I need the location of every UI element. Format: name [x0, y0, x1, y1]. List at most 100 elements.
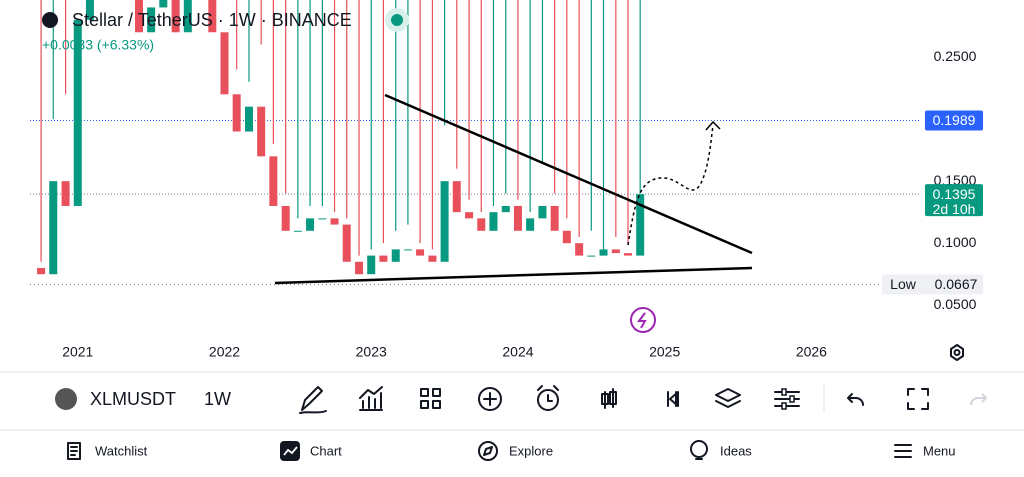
- low-box: [882, 274, 983, 295]
- candle-body: [159, 0, 168, 8]
- undo[interactable]: [847, 393, 864, 406]
- candle-body: [636, 194, 645, 256]
- last-price-label: 0.1395: [933, 186, 976, 202]
- add-plus: [483, 392, 497, 406]
- price-change: +0.0083 (+6.33%): [42, 37, 154, 53]
- toolbar-symbol[interactable]: XLMUSDT: [90, 389, 176, 409]
- add[interactable]: [478, 387, 502, 411]
- candle-body: [562, 230, 571, 244]
- candle-body: [440, 181, 449, 262]
- candle-body: [85, 0, 94, 20]
- candle-body: [134, 0, 143, 33]
- candle-body: [147, 7, 156, 33]
- alert-price-box: [925, 110, 983, 131]
- x-tick-label: 2026: [796, 344, 827, 360]
- candle-body: [391, 249, 400, 262]
- candle-body: [538, 205, 547, 219]
- candle-body: [342, 224, 351, 262]
- candle-body: [183, 0, 192, 33]
- candle-body: [73, 19, 82, 206]
- x-tick-label: 2025: [649, 344, 680, 360]
- indicators[interactable]: [359, 386, 383, 411]
- candle-body: [550, 205, 559, 231]
- y-tick-label: 0.0500: [934, 296, 977, 312]
- candle-body: [624, 253, 633, 256]
- last-price-box: [925, 184, 983, 217]
- nav-item[interactable]: Ideas: [720, 443, 752, 458]
- nav-item[interactable]: Explore: [509, 443, 553, 458]
- candle-body: [269, 156, 278, 206]
- x-tick-label: 2024: [502, 344, 533, 360]
- countdown-label: 2d 10h: [933, 201, 976, 217]
- ideas-icon: [690, 440, 708, 458]
- events-bolt: [637, 312, 647, 329]
- y-tick-label: 0.1000: [934, 234, 977, 250]
- chart-type[interactable]: [601, 388, 617, 409]
- candle-body: [318, 218, 327, 220]
- settings[interactable]: [774, 391, 800, 407]
- candle-body: [587, 255, 596, 257]
- x-tick-label: 2023: [356, 344, 387, 360]
- candle-body: [416, 249, 425, 256]
- candle-body: [306, 218, 315, 231]
- slider-knob: [789, 395, 795, 403]
- events-icon[interactable]: [630, 307, 656, 333]
- candle-body: [355, 261, 364, 275]
- candle-body: [501, 205, 510, 213]
- nav-item[interactable]: Watchlist: [95, 443, 148, 458]
- templates[interactable]: [420, 388, 441, 409]
- candle-body: [489, 212, 498, 231]
- explore-needle: [483, 446, 493, 456]
- nav-icons: [67, 440, 912, 461]
- alert[interactable]: [537, 389, 559, 411]
- x-tick-label: 2022: [209, 344, 240, 360]
- candle-body: [477, 218, 486, 231]
- plot-area: [30, 0, 920, 286]
- explore-icon: [478, 441, 498, 461]
- redo: [970, 393, 988, 406]
- candle-body: [330, 218, 339, 225]
- settings-icon[interactable]: [950, 344, 964, 361]
- toolbar-icons: [299, 385, 988, 414]
- trendline: [384, 93, 753, 255]
- candle-body: [37, 268, 46, 275]
- candle-body: [513, 205, 522, 231]
- layers[interactable]: [715, 388, 741, 408]
- chart-icon-line: [283, 446, 298, 456]
- candle-body: [465, 212, 474, 219]
- candle-body: [49, 181, 58, 275]
- y-tick-label: 0.2500: [934, 48, 977, 64]
- trendline: [274, 266, 753, 285]
- low-label: 0.0667: [935, 276, 978, 292]
- symbol-logo: [55, 388, 77, 410]
- candle-body: [257, 106, 266, 157]
- bottom-nav: Watchlist Chart Explore Ideas Menu: [95, 443, 956, 458]
- toolbar-interval[interactable]: 1W: [204, 389, 231, 409]
- candle-body: [452, 181, 461, 213]
- candle-body: [281, 205, 290, 231]
- slider-knob: [781, 388, 787, 396]
- candle-body: [293, 230, 302, 232]
- candle-body: [379, 255, 388, 262]
- candle-body: [61, 181, 70, 206]
- status-dot: [391, 14, 403, 26]
- candle-body: [599, 249, 608, 256]
- candle-body: [220, 32, 229, 95]
- alert-hands: [537, 385, 559, 402]
- y-tick-label: 0.1500: [934, 172, 977, 188]
- drawings: [274, 93, 753, 285]
- x-tick-label: 2021: [62, 344, 93, 360]
- draw-tool[interactable]: [299, 386, 327, 414]
- logo: [42, 12, 58, 28]
- nav-item[interactable]: Chart: [310, 443, 342, 458]
- fullscreen[interactable]: [907, 388, 929, 410]
- nav-item[interactable]: Menu: [923, 443, 956, 458]
- candle-body: [367, 255, 376, 275]
- candle-body: [171, 0, 180, 33]
- candle-body: [245, 106, 254, 132]
- watchlist-icon: [67, 442, 81, 460]
- replay[interactable]: [667, 391, 679, 407]
- candle-body: [232, 94, 241, 132]
- slider-knob: [781, 402, 787, 410]
